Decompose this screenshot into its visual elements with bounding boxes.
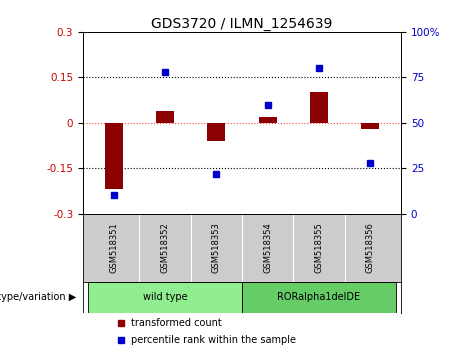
Bar — [259, 116, 277, 123]
Bar — [207, 123, 225, 141]
Bar — [105, 123, 123, 189]
Text: GSM518351: GSM518351 — [109, 222, 118, 273]
Text: wild type: wild type — [143, 292, 187, 302]
Bar — [242, 282, 396, 313]
Text: GSM518356: GSM518356 — [366, 222, 375, 273]
Title: GDS3720 / ILMN_1254639: GDS3720 / ILMN_1254639 — [151, 17, 333, 31]
Text: GSM518355: GSM518355 — [314, 222, 324, 273]
Text: transformed count: transformed count — [131, 318, 221, 328]
Text: GSM518352: GSM518352 — [160, 222, 170, 273]
Bar — [361, 123, 379, 129]
Text: RORalpha1delDE: RORalpha1delDE — [278, 292, 361, 302]
Bar — [88, 282, 242, 313]
Text: genotype/variation ▶: genotype/variation ▶ — [0, 292, 77, 302]
Bar — [310, 92, 328, 123]
Bar — [156, 110, 174, 123]
Text: percentile rank within the sample: percentile rank within the sample — [131, 335, 296, 345]
Text: GSM518354: GSM518354 — [263, 222, 272, 273]
Text: GSM518353: GSM518353 — [212, 222, 221, 273]
